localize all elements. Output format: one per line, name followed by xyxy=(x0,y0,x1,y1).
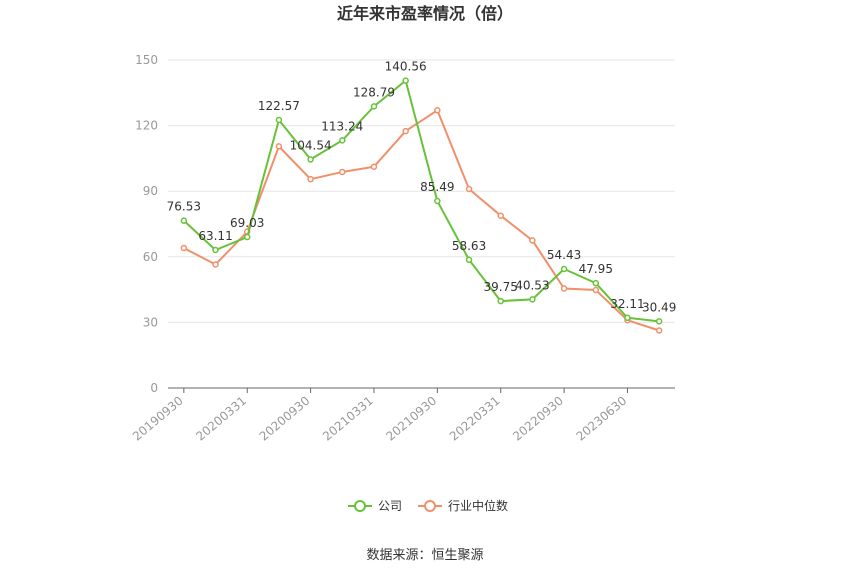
industry-median-point[interactable] xyxy=(529,237,536,244)
data-label: 69.03 xyxy=(230,216,264,230)
y-tick-label: 60 xyxy=(143,250,158,264)
data-label: 63.11 xyxy=(198,229,232,243)
data-label: 140.56 xyxy=(385,60,427,74)
x-tick-label: 20230630 xyxy=(574,394,630,444)
company-point[interactable] xyxy=(275,116,283,124)
industry-median-series-line xyxy=(183,109,660,332)
legend[interactable]: 公司 行业中位数 xyxy=(348,498,508,513)
series-group xyxy=(180,77,663,334)
data-label: 54.43 xyxy=(547,248,581,262)
company-point[interactable] xyxy=(624,314,631,322)
company-point[interactable] xyxy=(497,297,504,305)
legend-item-company[interactable]: 公司 xyxy=(348,499,402,513)
company-point[interactable] xyxy=(655,318,663,325)
x-tick-label: 20220930 xyxy=(510,394,566,444)
industry-median-point[interactable] xyxy=(307,175,314,183)
grid xyxy=(168,59,675,323)
y-tick-label: 30 xyxy=(143,315,158,329)
industry-median-point[interactable] xyxy=(212,261,219,268)
data-label: 30.49 xyxy=(642,300,676,314)
company-point[interactable] xyxy=(402,77,409,84)
x-tick-label: 20220331 xyxy=(447,394,503,444)
industry-median-point[interactable] xyxy=(275,143,283,150)
x-tick-label: 20200930 xyxy=(257,394,313,444)
company-point[interactable] xyxy=(307,156,314,163)
company-point[interactable] xyxy=(529,296,536,303)
legend-marker-icon xyxy=(424,500,436,512)
legend-label: 行业中位数 xyxy=(448,498,508,513)
industry-median-point[interactable] xyxy=(434,107,441,114)
company-point[interactable] xyxy=(243,233,251,241)
company-point[interactable] xyxy=(465,256,473,264)
data-label: 76.53 xyxy=(167,200,201,214)
company-point[interactable] xyxy=(560,265,568,273)
data-label: 47.95 xyxy=(579,262,613,276)
data-label: 85.49 xyxy=(420,180,454,194)
industry-median-point[interactable] xyxy=(339,168,346,176)
data-label: 58.63 xyxy=(452,239,486,253)
data-label: 104.54 xyxy=(290,138,332,152)
y-tick-label: 150 xyxy=(135,53,158,67)
y-tick-label: 120 xyxy=(135,119,158,133)
industry-median-point[interactable] xyxy=(180,244,188,252)
legend-marker-icon xyxy=(354,500,366,512)
industry-median-point[interactable] xyxy=(655,327,663,334)
x-tick-label: 20200331 xyxy=(193,394,249,444)
x-tick-label: 20210930 xyxy=(383,394,439,444)
y-tick-label: 90 xyxy=(143,184,158,198)
legend-label: 公司 xyxy=(378,499,402,513)
industry-median-point[interactable] xyxy=(465,185,473,193)
industry-median-point[interactable] xyxy=(402,127,409,135)
industry-median-point[interactable] xyxy=(560,285,568,292)
industry-median-point[interactable] xyxy=(497,212,504,219)
industry-median-point[interactable] xyxy=(592,286,600,294)
data-label: 128.79 xyxy=(353,85,395,99)
industry-median-point[interactable] xyxy=(370,163,378,170)
x-tick-label: 20190930 xyxy=(130,394,186,444)
legend-item-industry-median[interactable]: 行业中位数 xyxy=(418,498,508,513)
company-point[interactable] xyxy=(180,217,188,224)
data-source: 数据来源：恒生聚源 xyxy=(366,548,483,563)
data-label: 40.53 xyxy=(515,278,549,292)
company-point[interactable] xyxy=(370,103,378,110)
data-label: 113.24 xyxy=(321,119,363,133)
data-label: 39.75 xyxy=(484,280,518,294)
company-point[interactable] xyxy=(592,279,600,287)
data-label: 122.57 xyxy=(258,99,300,113)
y-tick-label: 0 xyxy=(150,381,158,395)
chart-title: 近年来市盈率情况（倍） xyxy=(337,4,513,23)
x-tick-label: 20210331 xyxy=(320,394,376,444)
company-point[interactable] xyxy=(212,246,219,254)
data-label: 32.11 xyxy=(610,297,644,311)
company-point[interactable] xyxy=(339,137,346,144)
company-series-line xyxy=(183,79,660,323)
company-point[interactable] xyxy=(434,197,441,205)
